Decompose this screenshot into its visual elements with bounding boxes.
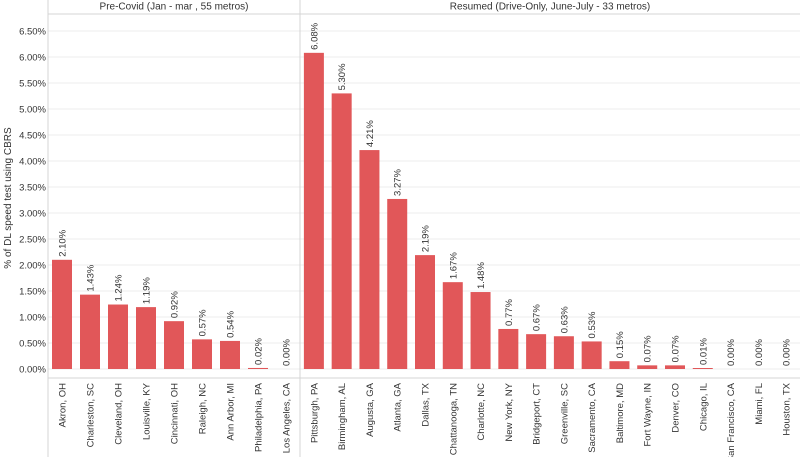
- x-tick-label: Philadelphia, PA: [254, 382, 265, 452]
- data-label: 0.54%: [226, 310, 237, 337]
- x-tick-label: Raleigh, NC: [198, 383, 209, 434]
- bar: [665, 365, 685, 369]
- y-tick-label: 1.00%: [19, 313, 46, 324]
- bar: [220, 340, 240, 369]
- data-label: 1.48%: [476, 262, 487, 289]
- bar: [387, 198, 408, 369]
- data-label: 1.24%: [114, 274, 125, 301]
- data-label: 0.92%: [170, 291, 181, 318]
- bar: [248, 367, 268, 369]
- x-tick-label: Baltimore, MD: [615, 383, 626, 443]
- x-tick-label: San Francisco, CA: [726, 382, 737, 457]
- x-tick-label: Greenville, SC: [559, 383, 570, 444]
- data-label: 1.19%: [142, 277, 153, 304]
- bar: [359, 150, 380, 369]
- data-label: 0.67%: [532, 304, 543, 331]
- x-tick-label: Denver, CO: [671, 383, 682, 433]
- chart-frame: [47, 0, 800, 457]
- x-tick-label: Ann Arbor, MI: [226, 383, 237, 441]
- data-label: 0.00%: [726, 339, 737, 366]
- bar: [303, 52, 324, 370]
- data-label: 1.67%: [448, 252, 459, 279]
- bar: [415, 255, 435, 369]
- y-tick-label: 1.50%: [19, 287, 46, 298]
- panel-title: Resumed (Drive-Only, June-July - 33 metr…: [450, 2, 650, 13]
- x-tick-label: Charleston, SC: [86, 383, 97, 448]
- bar: [498, 328, 519, 369]
- x-tick-label: New York, NY: [504, 382, 515, 441]
- bar: [526, 334, 547, 369]
- panel-title: Pre-Covid (Jan - mar , 55 metros): [100, 2, 249, 13]
- x-tick-label: Charlotte, NC: [476, 383, 487, 441]
- y-tick-label: 2.50%: [19, 235, 46, 246]
- x-tick-label: Louisville, KY: [142, 382, 153, 440]
- data-label: 0.07%: [671, 335, 682, 362]
- y-tick-label: 5.50%: [19, 79, 46, 90]
- data-label: 0.57%: [198, 309, 209, 336]
- y-tick-label: 4.50%: [19, 131, 46, 142]
- bar: [52, 259, 72, 369]
- x-tick-label: Houston, TX: [782, 382, 793, 435]
- x-tick-label: Los Angeles, CA: [282, 382, 293, 453]
- data-label: 2.10%: [58, 229, 69, 256]
- labels: 2.10% Akron, OH 1.43% Charleston, SC 1.24% Cl…: [58, 22, 793, 457]
- data-label: 2.19%: [421, 225, 432, 252]
- y-tick-label: 6.50%: [19, 27, 46, 38]
- bar: [164, 321, 184, 369]
- x-tick-label: Bridgeport, CT: [532, 383, 543, 445]
- data-label: 0.00%: [754, 339, 765, 366]
- data-label: 1.43%: [86, 264, 97, 291]
- x-tick-label: Sacramento, CA: [587, 382, 598, 452]
- bar: [470, 292, 491, 369]
- bar: [80, 294, 100, 369]
- y-tick-label: 6.00%: [19, 53, 46, 64]
- data-label: 0.77%: [504, 298, 515, 325]
- bar: [108, 304, 128, 369]
- y-tick-label: 0.50%: [19, 339, 46, 350]
- data-label: 0.00%: [282, 339, 293, 366]
- y-tick-label: 0.00%: [19, 365, 46, 376]
- data-label: 3.27%: [393, 168, 404, 195]
- data-label: 0.07%: [643, 335, 654, 362]
- bar: [553, 336, 574, 369]
- x-tick-label: Birmingham, AL: [337, 383, 348, 450]
- x-tick-label: Pittsburgh, PA: [309, 382, 320, 443]
- data-label: 5.30%: [337, 63, 348, 90]
- bar: [637, 365, 658, 369]
- y-tick-label: 3.50%: [19, 183, 46, 194]
- bar: [609, 361, 630, 369]
- x-tick-label: Augusta, GA: [365, 382, 376, 437]
- data-label: 0.01%: [698, 338, 709, 365]
- bar: [331, 93, 352, 370]
- bar: [581, 341, 602, 369]
- y-tick-label: 2.00%: [19, 261, 46, 272]
- data-label: 0.00%: [782, 339, 793, 366]
- data-label: 6.08%: [309, 22, 320, 49]
- data-label: 0.63%: [559, 306, 570, 333]
- x-tick-label: Akron, OH: [58, 383, 69, 427]
- bar: [136, 307, 156, 369]
- bars: [52, 52, 713, 370]
- y-tick-label: 4.00%: [19, 157, 46, 168]
- bar: [692, 368, 713, 369]
- y-axis-title: % of DL speed test using CBRS: [3, 127, 14, 269]
- x-tick-label: Miami, FL: [754, 383, 765, 425]
- data-label: 0.53%: [587, 311, 598, 338]
- bar: [442, 282, 463, 369]
- x-tick-label: Chicago, IL: [698, 383, 709, 431]
- y-tick-label: 3.00%: [19, 209, 46, 220]
- x-tick-label: Cleveland, OH: [114, 383, 125, 445]
- x-tick-label: Atlanta, GA: [393, 382, 404, 431]
- data-label: 4.21%: [365, 120, 376, 147]
- data-label: 0.15%: [615, 331, 626, 358]
- x-tick-label: Fort Wayne, IN: [643, 383, 654, 447]
- y-tick-label: 5.00%: [19, 105, 46, 116]
- data-label: 0.02%: [254, 337, 265, 364]
- bar: [192, 339, 212, 369]
- x-tick-label: Cincinnati, OH: [170, 383, 181, 444]
- x-tick-label: Dallas, TX: [421, 382, 432, 426]
- x-tick-label: Chattanooga, TN: [448, 383, 459, 455]
- axes: % of DL speed test using CBRS 0.00% 0.50%…: [3, 2, 650, 376]
